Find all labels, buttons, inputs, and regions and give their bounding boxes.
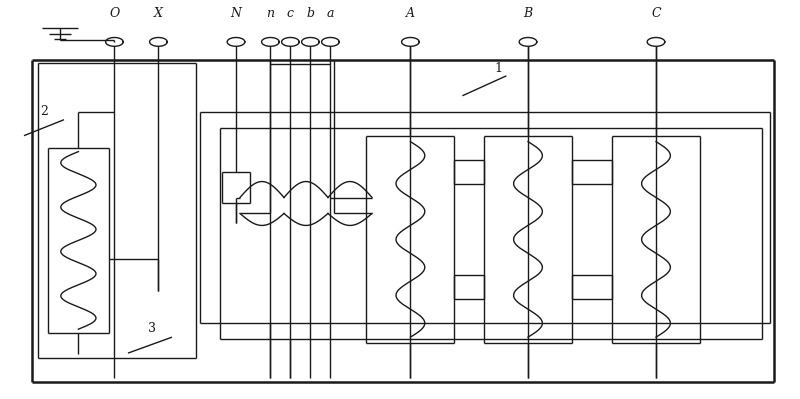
Text: O: O: [110, 7, 119, 20]
Text: c: c: [287, 7, 294, 20]
Text: N: N: [230, 7, 242, 20]
Text: X: X: [154, 7, 163, 20]
Text: a: a: [326, 7, 334, 20]
Text: C: C: [651, 7, 661, 20]
Text: 2: 2: [40, 105, 48, 118]
Text: 3: 3: [148, 322, 156, 335]
Text: B: B: [523, 7, 533, 20]
Text: n: n: [266, 7, 274, 20]
Text: b: b: [306, 7, 314, 20]
Text: A: A: [406, 7, 415, 20]
Text: 1: 1: [494, 62, 502, 75]
